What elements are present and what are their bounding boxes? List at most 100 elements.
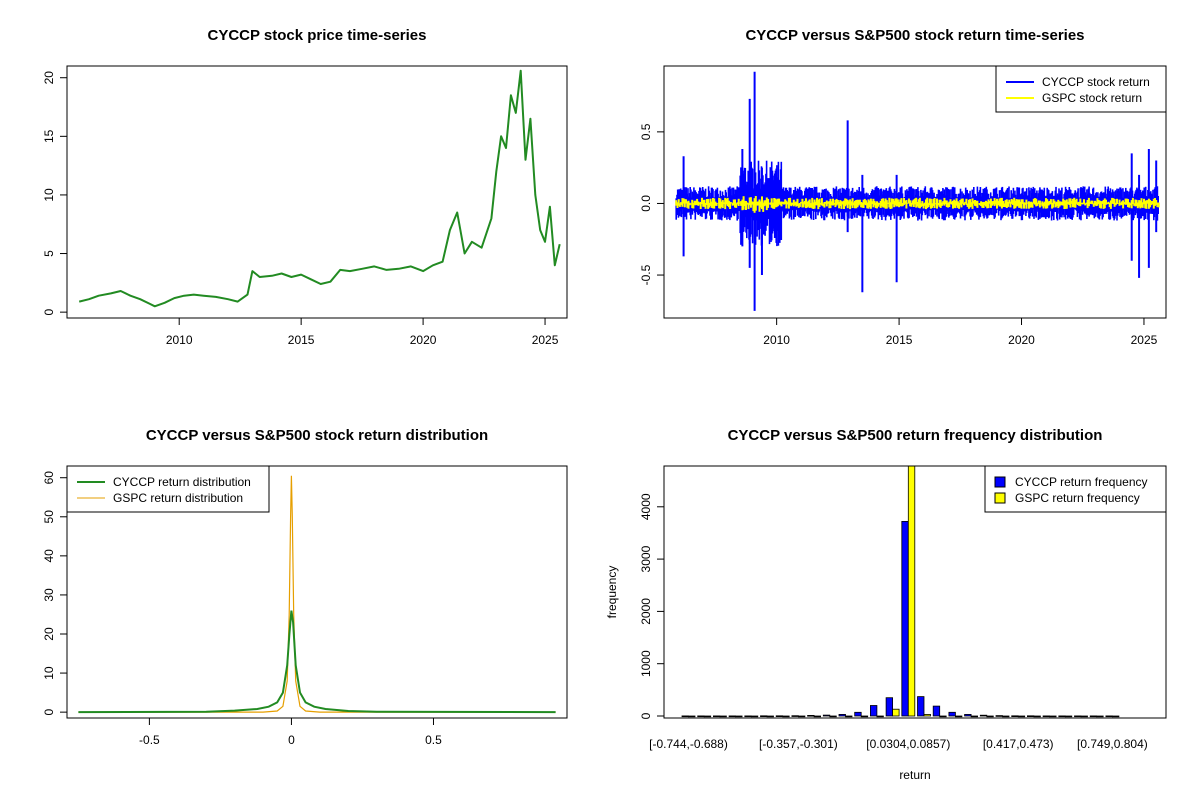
frequency-bar: [948, 711, 956, 717]
frequency-bar: [1096, 715, 1104, 718]
frequency-bar: [876, 715, 884, 718]
x-tick-label: [0.417,0.473): [983, 737, 1054, 751]
x-tick-label: [-0.744,-0.688): [649, 737, 728, 751]
y-axis-label: frequency: [605, 566, 619, 619]
plot-frame: [66, 465, 568, 719]
frequency-bar: [713, 715, 721, 718]
frequency-bar: [932, 705, 941, 717]
y-tick-label: 1000: [639, 650, 653, 677]
x-tick-label: [0.0304,0.0857): [866, 737, 950, 751]
x-tick-label: -0.5: [139, 733, 160, 747]
frequency-bar: [923, 714, 931, 717]
y-tick-label: 10: [42, 666, 56, 680]
frequency-bar: [838, 714, 846, 717]
x-axis-label: return: [899, 768, 930, 782]
frequency-bar: [829, 715, 837, 718]
frequency-bar: [735, 715, 743, 718]
frequency-bar: [1112, 715, 1120, 718]
frequency-bar: [681, 715, 689, 718]
frequency-bar: [1089, 715, 1098, 718]
frequency-bar: [688, 715, 696, 718]
x-tick-label: 2015: [886, 333, 913, 347]
frequency-bar: [775, 715, 784, 717]
frequency-bar: [901, 521, 909, 717]
y-tick-label: 60: [42, 471, 56, 485]
frequency-bar: [750, 715, 759, 718]
frequency-bar: [719, 715, 727, 718]
frequency-bar: [995, 715, 1003, 717]
density-line: [78, 610, 556, 714]
legend-label: GSPC return frequency: [1015, 491, 1140, 505]
legend-box: [66, 465, 270, 513]
frequency-bar: [791, 715, 799, 717]
y-tick-label: -0.5: [639, 264, 653, 285]
y-tick-label: 50: [42, 510, 56, 524]
frequency-bar: [970, 715, 978, 718]
legend-label: CYCCP stock return: [1042, 75, 1150, 89]
chart-title: CYCCP versus S&P500 stock return time-se…: [745, 27, 1084, 44]
y-tick-label: 3000: [639, 545, 653, 572]
x-tick-label: 0: [288, 733, 295, 747]
x-tick-label: 2025: [532, 333, 559, 347]
frequency-bar: [760, 715, 768, 717]
frequency-bar: [807, 715, 815, 717]
frequency-bar: [798, 715, 806, 718]
y-tick-label: 0: [42, 708, 56, 715]
frequency-bar: [860, 715, 869, 718]
frequency-bar: [979, 714, 988, 717]
y-tick-label: 4000: [639, 493, 653, 520]
frequency-bar: [703, 715, 712, 718]
legend-label: CYCCP return distribution: [113, 475, 251, 489]
gspc-return-series: [675, 196, 1160, 213]
legend-label: CYCCP return frequency: [1015, 475, 1148, 489]
density-line: [78, 475, 556, 713]
frequency-bar: [1033, 715, 1041, 718]
x-tick-label: [-0.357,-0.301): [759, 737, 838, 751]
frequency-bar: [892, 708, 900, 717]
y-tick-label: 5: [42, 250, 56, 257]
x-tick-label: 2010: [763, 333, 790, 347]
frequency-bar: [1011, 715, 1019, 717]
frequency-bar: [782, 715, 790, 718]
chart-title: CYCCP stock price time-series: [208, 27, 427, 44]
x-tick-label: 2020: [410, 333, 437, 347]
legend-label: GSPC return distribution: [113, 491, 243, 505]
frequency-bar: [728, 715, 736, 718]
x-tick-label: 2015: [288, 333, 315, 347]
frequency-bar: [1002, 715, 1010, 718]
frequency-bar: [939, 715, 947, 718]
frequency-bar: [766, 715, 774, 718]
x-tick-label: 2025: [1131, 333, 1158, 347]
legend-swatch: [994, 476, 1006, 488]
frequency-bar: [955, 715, 963, 718]
frequency-bar: [885, 697, 893, 717]
frequency-bar: [813, 715, 821, 718]
y-tick-label: 0.5: [639, 123, 653, 140]
frequency-bar: [907, 465, 916, 717]
x-tick-label: 2020: [1008, 333, 1035, 347]
legend-box: [995, 65, 1167, 113]
frequency-bar: [1105, 715, 1113, 718]
frequency-bar: [845, 715, 853, 718]
x-tick-label: 0.5: [425, 733, 442, 747]
frequency-bar: [1080, 715, 1088, 718]
price-line: [78, 69, 561, 308]
frequency-bar: [822, 714, 831, 717]
legend-label: GSPC stock return: [1042, 91, 1142, 105]
frequency-bar: [986, 715, 994, 718]
plot-frame: [663, 65, 1167, 319]
frequency-bar: [1042, 715, 1050, 718]
frequency-bar: [1074, 715, 1082, 718]
frequency-bar: [1049, 715, 1057, 718]
frequency-bar: [744, 715, 752, 718]
x-tick-label: 2010: [166, 333, 193, 347]
frequency-bar: [870, 705, 878, 717]
plot-frame: [663, 465, 1167, 719]
y-tick-label: 15: [42, 129, 56, 143]
y-tick-label: 0.0: [639, 195, 653, 212]
y-tick-label: 40: [42, 549, 56, 563]
chart-title: CYCCP versus S&P500 stock return distrib…: [146, 427, 488, 444]
y-tick-label: 20: [42, 627, 56, 641]
frequency-bar: [917, 696, 925, 717]
